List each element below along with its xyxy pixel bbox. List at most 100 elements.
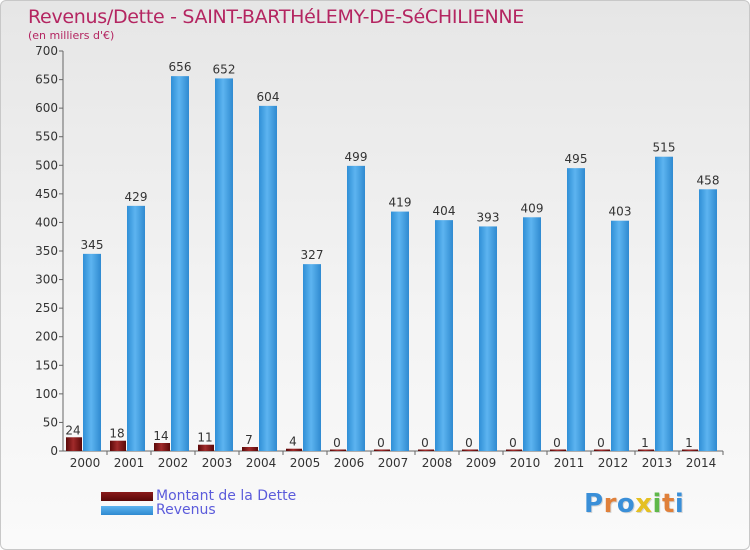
bar-revenus-2009	[479, 226, 497, 451]
legend-swatch-dette	[101, 491, 153, 501]
brand-letter: o	[616, 489, 636, 519]
bar-dette-2005	[286, 448, 302, 451]
bar-revenus-2006	[347, 165, 365, 451]
bar-dette-2010	[506, 449, 522, 451]
brand-letter: i	[674, 489, 685, 519]
data-label-revenus-2004: 604	[257, 90, 280, 104]
data-label-revenus-2003: 652	[213, 62, 236, 76]
data-label-dette-2009: 0	[465, 436, 473, 450]
bar-dette-2002	[154, 443, 170, 451]
data-label-revenus-2011: 495	[565, 152, 588, 166]
data-label-dette-2004: 7	[245, 433, 253, 447]
x-tick-label: 2009	[466, 456, 497, 470]
y-tick-label: 100	[35, 387, 58, 401]
y-tick-label: 50	[43, 415, 58, 429]
bar-dette-2008	[418, 449, 434, 451]
data-label-dette-2011: 0	[553, 436, 561, 450]
brand-letter: x	[635, 489, 653, 519]
y-tick-label: 250	[35, 301, 58, 315]
y-tick-label: 550	[35, 130, 58, 144]
data-label-revenus-2000: 345	[81, 238, 104, 252]
brand-logo: Proxiti	[584, 489, 684, 519]
x-tick-label: 2002	[158, 456, 189, 470]
x-tick-label: 2010	[510, 456, 541, 470]
data-label-revenus-2013: 515	[653, 141, 676, 155]
bar-revenus-2007	[391, 211, 409, 451]
bar-dette-2009	[462, 449, 478, 451]
bar-dette-2011	[550, 449, 566, 451]
legend-label-revenus: Revenus	[156, 502, 216, 518]
data-label-dette-2014: 1	[685, 436, 693, 450]
legend-item-revenus: Revenus	[101, 502, 216, 518]
y-tick-label: 200	[35, 330, 58, 344]
data-label-revenus-2014: 458	[697, 173, 720, 187]
data-label-dette-2007: 0	[377, 436, 385, 450]
bar-revenus-2010	[523, 217, 541, 451]
data-label-revenus-2005: 327	[301, 248, 324, 262]
x-tick-label: 2011	[554, 456, 585, 470]
y-tick-label: 450	[35, 187, 58, 201]
x-tick-label: 2003	[202, 456, 233, 470]
bar-revenus-2002	[171, 76, 189, 452]
chart-subtitle: (en milliers d'€)	[28, 29, 115, 42]
bar-revenus-2011	[567, 168, 585, 451]
bar-revenus-2013	[655, 156, 673, 451]
bar-dette-2001	[110, 440, 126, 451]
bar-dette-2013	[638, 449, 654, 451]
y-tick-label: 300	[35, 273, 58, 287]
bar-dette-2014	[682, 449, 698, 451]
y-tick-label: 700	[35, 44, 58, 58]
data-label-revenus-2009: 393	[477, 210, 500, 224]
data-label-dette-2005: 4	[289, 435, 297, 449]
bar-dette-2012	[594, 449, 610, 451]
x-tick-label: 2013	[642, 456, 673, 470]
y-tick-label: 150	[35, 358, 58, 372]
x-tick-label: 2000	[70, 456, 101, 470]
x-tick-label: 2001	[114, 456, 145, 470]
x-tick-label: 2012	[598, 456, 629, 470]
y-tick-label: 0	[50, 444, 58, 458]
bar-dette-2004	[242, 447, 258, 451]
x-tick-label: 2006	[334, 456, 365, 470]
bar-revenus-2003	[215, 78, 233, 451]
brand-letter: P	[584, 489, 604, 519]
bar-revenus-2005	[303, 264, 321, 451]
y-tick-label: 500	[35, 158, 58, 172]
legend-swatch-revenus	[101, 505, 153, 515]
y-tick-label: 350	[35, 244, 58, 258]
data-label-dette-2001: 18	[109, 427, 124, 441]
bar-revenus-2014	[699, 189, 717, 452]
data-label-dette-2002: 14	[153, 429, 168, 443]
data-label-revenus-2012: 403	[609, 205, 632, 219]
data-label-dette-2006: 0	[333, 436, 341, 450]
bar-dette-2000	[66, 437, 82, 451]
data-label-dette-2003: 11	[197, 431, 212, 445]
brand-letter: i	[652, 489, 662, 519]
bar-dette-2007	[374, 449, 390, 451]
data-label-revenus-2010: 409	[521, 201, 544, 215]
y-tick-label: 650	[35, 73, 58, 87]
data-label-revenus-2001: 429	[125, 190, 148, 204]
data-label-revenus-2008: 404	[433, 204, 456, 218]
x-tick-label: 2008	[422, 456, 453, 470]
x-tick-label: 2014	[686, 456, 717, 470]
y-tick-label: 600	[35, 101, 58, 115]
data-label-dette-2008: 0	[421, 436, 429, 450]
bar-revenus-2004	[259, 105, 277, 451]
data-label-dette-2010: 0	[509, 436, 517, 450]
data-label-dette-2000: 24	[65, 423, 80, 437]
bar-revenus-2000	[83, 253, 101, 451]
x-tick-label: 2007	[378, 456, 409, 470]
bar-revenus-2001	[127, 205, 145, 451]
legend-label-dette: Montant de la Dette	[156, 488, 297, 504]
legend-item-dette: Montant de la Dette	[101, 488, 296, 504]
bar-revenus-2008	[435, 220, 453, 451]
bar-revenus-2012	[611, 220, 629, 451]
data-label-revenus-2007: 419	[389, 196, 412, 210]
x-tick-label: 2005	[290, 456, 321, 470]
data-label-dette-2013: 1	[641, 436, 649, 450]
data-label-dette-2012: 0	[597, 436, 605, 450]
data-label-revenus-2006: 499	[345, 150, 368, 164]
